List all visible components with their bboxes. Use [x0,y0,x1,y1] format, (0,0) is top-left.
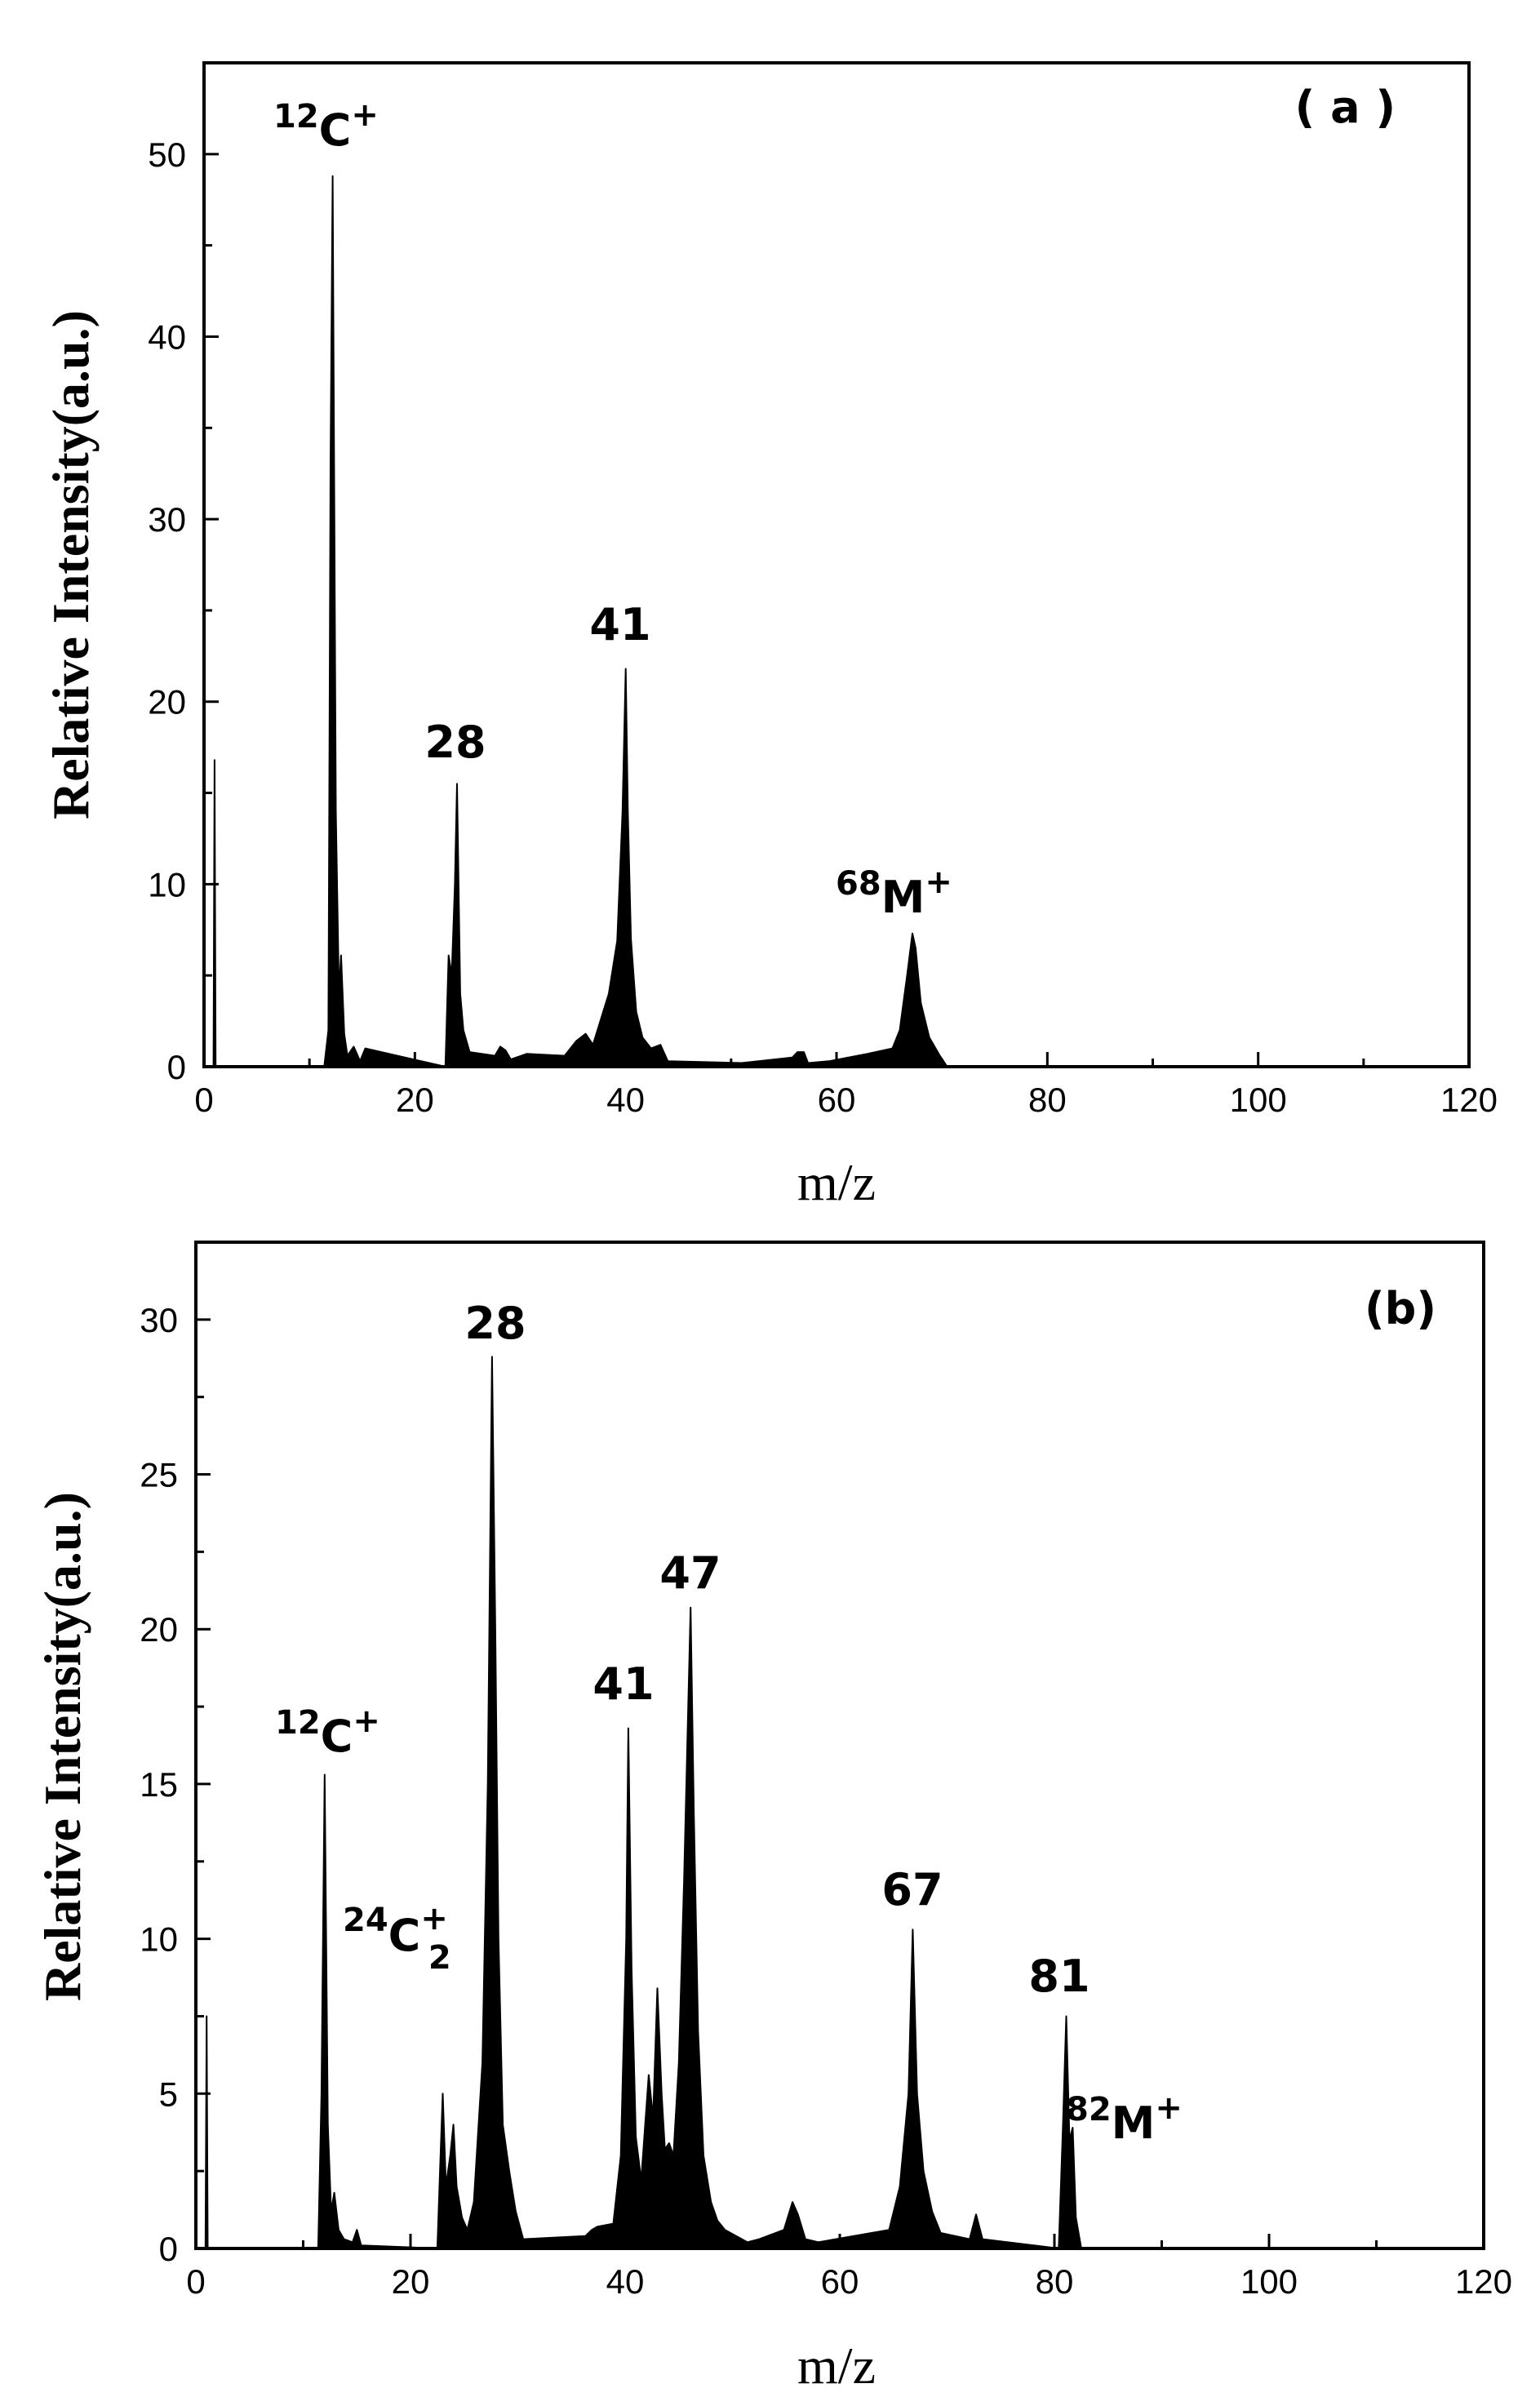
x-tick-label: 0 [194,1081,213,1119]
panel-a-annotation-12c: 12C+ [273,96,379,156]
y-tick-label: 50 [148,135,186,174]
x-tick-label: 60 [818,1081,856,1119]
panel-b-annotation-28: 28 [464,1298,526,1349]
y-tick-label: 0 [159,2230,178,2268]
x-tick-label: 80 [1028,1081,1067,1119]
panel-b-y-axis-title: Relative Intensity(a.u.) [33,1492,91,2001]
x-tick-label: 120 [1440,1081,1498,1119]
panel-a-y-axis-title: Relative Intensity(a.u.) [42,310,100,819]
panel-a-annotation-68m: 68M+ [836,863,952,923]
x-tick-label: 40 [606,2262,645,2301]
x-tick-label: 80 [1036,2262,1074,2301]
x-tick-label: 20 [396,1081,434,1119]
x-tick-label: 60 [821,2262,859,2301]
y-tick-label: 25 [140,1456,178,1494]
y-tick-label: 10 [148,865,186,903]
x-tick-label: 100 [1230,1081,1287,1119]
y-tick-label: 20 [140,1610,178,1649]
panel-a-plot-frame [202,61,1471,1068]
y-tick-label: 20 [148,683,186,721]
x-tick-label: 40 [606,1081,645,1119]
panel-a-spectrum [203,175,1470,1068]
panel-a-label: ( a ) [1295,82,1396,133]
panel-b-spectrum [195,1356,1485,2249]
panel-b-x-ticks: 0 20 40 60 80 100 120 [186,2234,1512,2301]
y-tick-label: 5 [159,2075,178,2113]
panel-a: 0 20 40 60 80 100 120 0 10 20 30 40 50 m/z Relative… [42,61,1498,1211]
y-tick-label: 30 [140,1301,178,1339]
x-tick-label: 0 [186,2262,205,2301]
panel-b-annotation-12c: 12C+ [275,1702,380,1762]
panel-b-annotation-81: 81 [1028,1951,1090,2002]
panel-b-annotation-24c2: 24C+ 2 [343,1900,451,1977]
y-tick-label: 10 [140,1920,178,1959]
panel-b-annotation-47: 47 [659,1547,721,1599]
panel-a-y-ticks: 0 10 20 30 40 50 [148,61,219,1086]
x-tick-label: 20 [392,2262,430,2301]
panel-b-annotation-82m: 82M+ [1066,2089,1183,2149]
y-tick-label: 30 [148,500,186,539]
panel-b-annotation-67: 67 [881,1864,943,1915]
y-tick-label: 0 [167,1048,186,1086]
panel-a-x-ticks: 0 20 40 60 80 100 120 [194,1052,1498,1119]
panel-b-y-ticks: 0 5 10 15 20 25 30 [140,1241,211,2268]
panel-a-annotation-41: 41 [589,599,650,650]
panel-b-label: (b) [1365,1283,1436,1334]
panel-b-annotation-41: 41 [592,1658,654,1710]
panel-b: 0 20 40 60 80 100 120 0 5 10 15 20 25 30 m/z Relativ… [33,1241,1512,2395]
y-tick-label: 40 [148,317,186,356]
y-tick-label: 15 [140,1765,178,1804]
x-tick-label: 120 [1455,2262,1512,2301]
panel-a-annotation-28: 28 [424,717,486,768]
panel-a-x-axis-title: m/z [797,1153,876,1211]
panel-b-plot-frame [194,1241,1485,2250]
x-tick-label: 100 [1240,2262,1298,2301]
panel-b-x-axis-title: m/z [797,2337,876,2395]
